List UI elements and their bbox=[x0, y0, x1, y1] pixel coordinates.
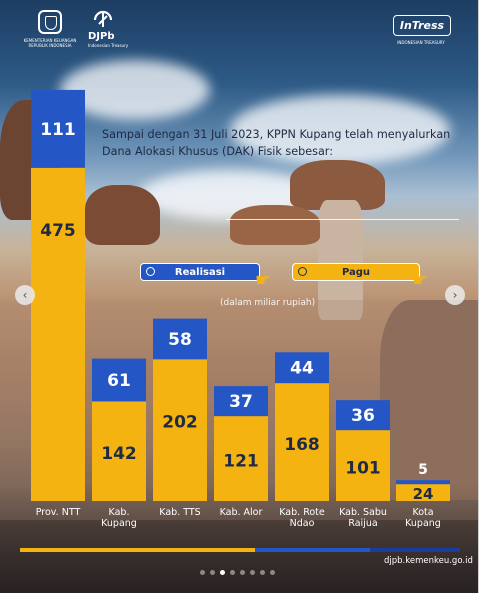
label-realisasi: 61 bbox=[107, 371, 131, 391]
rock-formation bbox=[230, 205, 320, 245]
label-pagu: 24 bbox=[413, 485, 434, 503]
chevron-left-icon[interactable]: ‹ bbox=[15, 285, 35, 305]
bar-realisasi bbox=[336, 400, 390, 431]
category-label: Kab. Sabu Raijua bbox=[330, 507, 396, 529]
label-pagu: 202 bbox=[162, 412, 198, 432]
label-pagu: 168 bbox=[284, 435, 320, 455]
rock-formation bbox=[85, 185, 160, 245]
label-pagu: 142 bbox=[101, 444, 137, 464]
pointer-hand-icon: ☛ bbox=[255, 270, 272, 291]
label-pagu: 121 bbox=[223, 452, 259, 472]
bar-pagu bbox=[92, 401, 146, 501]
carousel-dots bbox=[200, 570, 275, 575]
category-label-line: Kupang bbox=[405, 518, 441, 529]
legend-realisasi-label: Realisasi bbox=[174, 267, 226, 278]
carousel-dot[interactable] bbox=[210, 570, 215, 575]
category-label-line: Kab. Alor bbox=[219, 507, 263, 518]
category-label: Kab. TTS bbox=[147, 507, 213, 518]
bar-realisasi bbox=[214, 386, 268, 417]
label-realisasi: 58 bbox=[168, 330, 192, 350]
category-label-line: Kupang bbox=[101, 518, 137, 529]
carousel-dot[interactable] bbox=[260, 570, 265, 575]
category-label-line: Kab. TTS bbox=[159, 507, 201, 518]
djpb-title: DJPb bbox=[88, 31, 115, 42]
pointer-hand-icon: ☛ bbox=[412, 270, 429, 291]
djpb-subtitle: Indonesian Treasury bbox=[88, 43, 129, 48]
ministry-line2: REPUBLIK INDONESIA bbox=[28, 43, 72, 48]
legend-realisasi: Realisasi bbox=[140, 263, 260, 281]
bar-realisasi bbox=[31, 89, 85, 168]
search-icon bbox=[146, 267, 155, 276]
bar-pagu bbox=[153, 359, 207, 501]
headline-text: Sampai dengan 31 Juli 2023, KPPN Kupang … bbox=[102, 128, 451, 158]
label-realisasi: 36 bbox=[351, 406, 375, 426]
search-icon bbox=[298, 267, 307, 276]
label-realisasi: 111 bbox=[40, 120, 76, 140]
bar-realisasi bbox=[275, 352, 329, 384]
bar-realisasi bbox=[92, 358, 146, 402]
legend-pagu-label: Pagu bbox=[341, 267, 371, 278]
bar-pagu bbox=[336, 430, 390, 501]
bar-pagu bbox=[31, 167, 85, 501]
category-label: Prov. NTT bbox=[25, 507, 91, 518]
carousel-dot[interactable] bbox=[200, 570, 205, 575]
bar-pagu bbox=[275, 383, 329, 501]
rock-formation bbox=[380, 300, 478, 500]
bottom-shade bbox=[0, 483, 478, 593]
bar-pagu bbox=[214, 416, 268, 501]
footer-stripe-blue bbox=[255, 548, 370, 552]
carousel-dot[interactable] bbox=[230, 570, 235, 575]
carousel-dot[interactable] bbox=[240, 570, 245, 575]
label-pagu: 101 bbox=[345, 459, 381, 479]
footer-stripe-darkblue bbox=[370, 548, 460, 552]
category-label-line: Kab. Rote bbox=[279, 507, 325, 518]
cloud bbox=[230, 95, 450, 165]
label-realisasi: 5 bbox=[418, 462, 428, 478]
unit-note: (dalam miliar rupiah) bbox=[220, 298, 316, 308]
carousel-dot[interactable] bbox=[220, 570, 225, 575]
footer-stripe-yellow bbox=[20, 548, 255, 552]
category-label: Kab. Alor bbox=[208, 507, 274, 518]
category-label-line: Prov. NTT bbox=[35, 507, 81, 518]
category-label: Kab. Rote Ndao bbox=[269, 507, 335, 529]
bar-realisasi bbox=[153, 318, 207, 360]
carousel-dot[interactable] bbox=[250, 570, 255, 575]
ministry-seal-icon bbox=[38, 10, 62, 34]
category-label-line: Kab. bbox=[108, 507, 130, 518]
category-label-line: Kota bbox=[412, 507, 434, 518]
category-label: Kota Kupang bbox=[390, 507, 456, 529]
category-label-line: Ndao bbox=[289, 518, 315, 529]
category-label-line: Kab. Sabu bbox=[339, 507, 387, 518]
ministry-line1: KEMENTERIAN KEUANGAN bbox=[23, 38, 77, 43]
bar-realisasi bbox=[396, 480, 450, 485]
rock-formation bbox=[318, 200, 363, 320]
djpb-logo-icon bbox=[93, 10, 113, 27]
label-realisasi: 44 bbox=[290, 359, 314, 379]
legend-pagu: Pagu bbox=[292, 263, 420, 281]
website-link[interactable]: djpb.kemenkeu.go.id bbox=[384, 556, 473, 566]
carousel-dot[interactable] bbox=[270, 570, 275, 575]
category-label: Kab. Kupang bbox=[86, 507, 152, 529]
intress-logo: InTress bbox=[393, 15, 451, 36]
label-pagu: 475 bbox=[40, 221, 76, 241]
category-label-line: Raijua bbox=[348, 518, 378, 529]
intress-subtitle: INDONESIAN TREASURY bbox=[397, 40, 445, 45]
bar-pagu bbox=[396, 484, 450, 501]
chevron-right-icon[interactable]: › bbox=[445, 285, 465, 305]
label-realisasi: 37 bbox=[229, 392, 253, 412]
divider-line bbox=[226, 219, 459, 220]
